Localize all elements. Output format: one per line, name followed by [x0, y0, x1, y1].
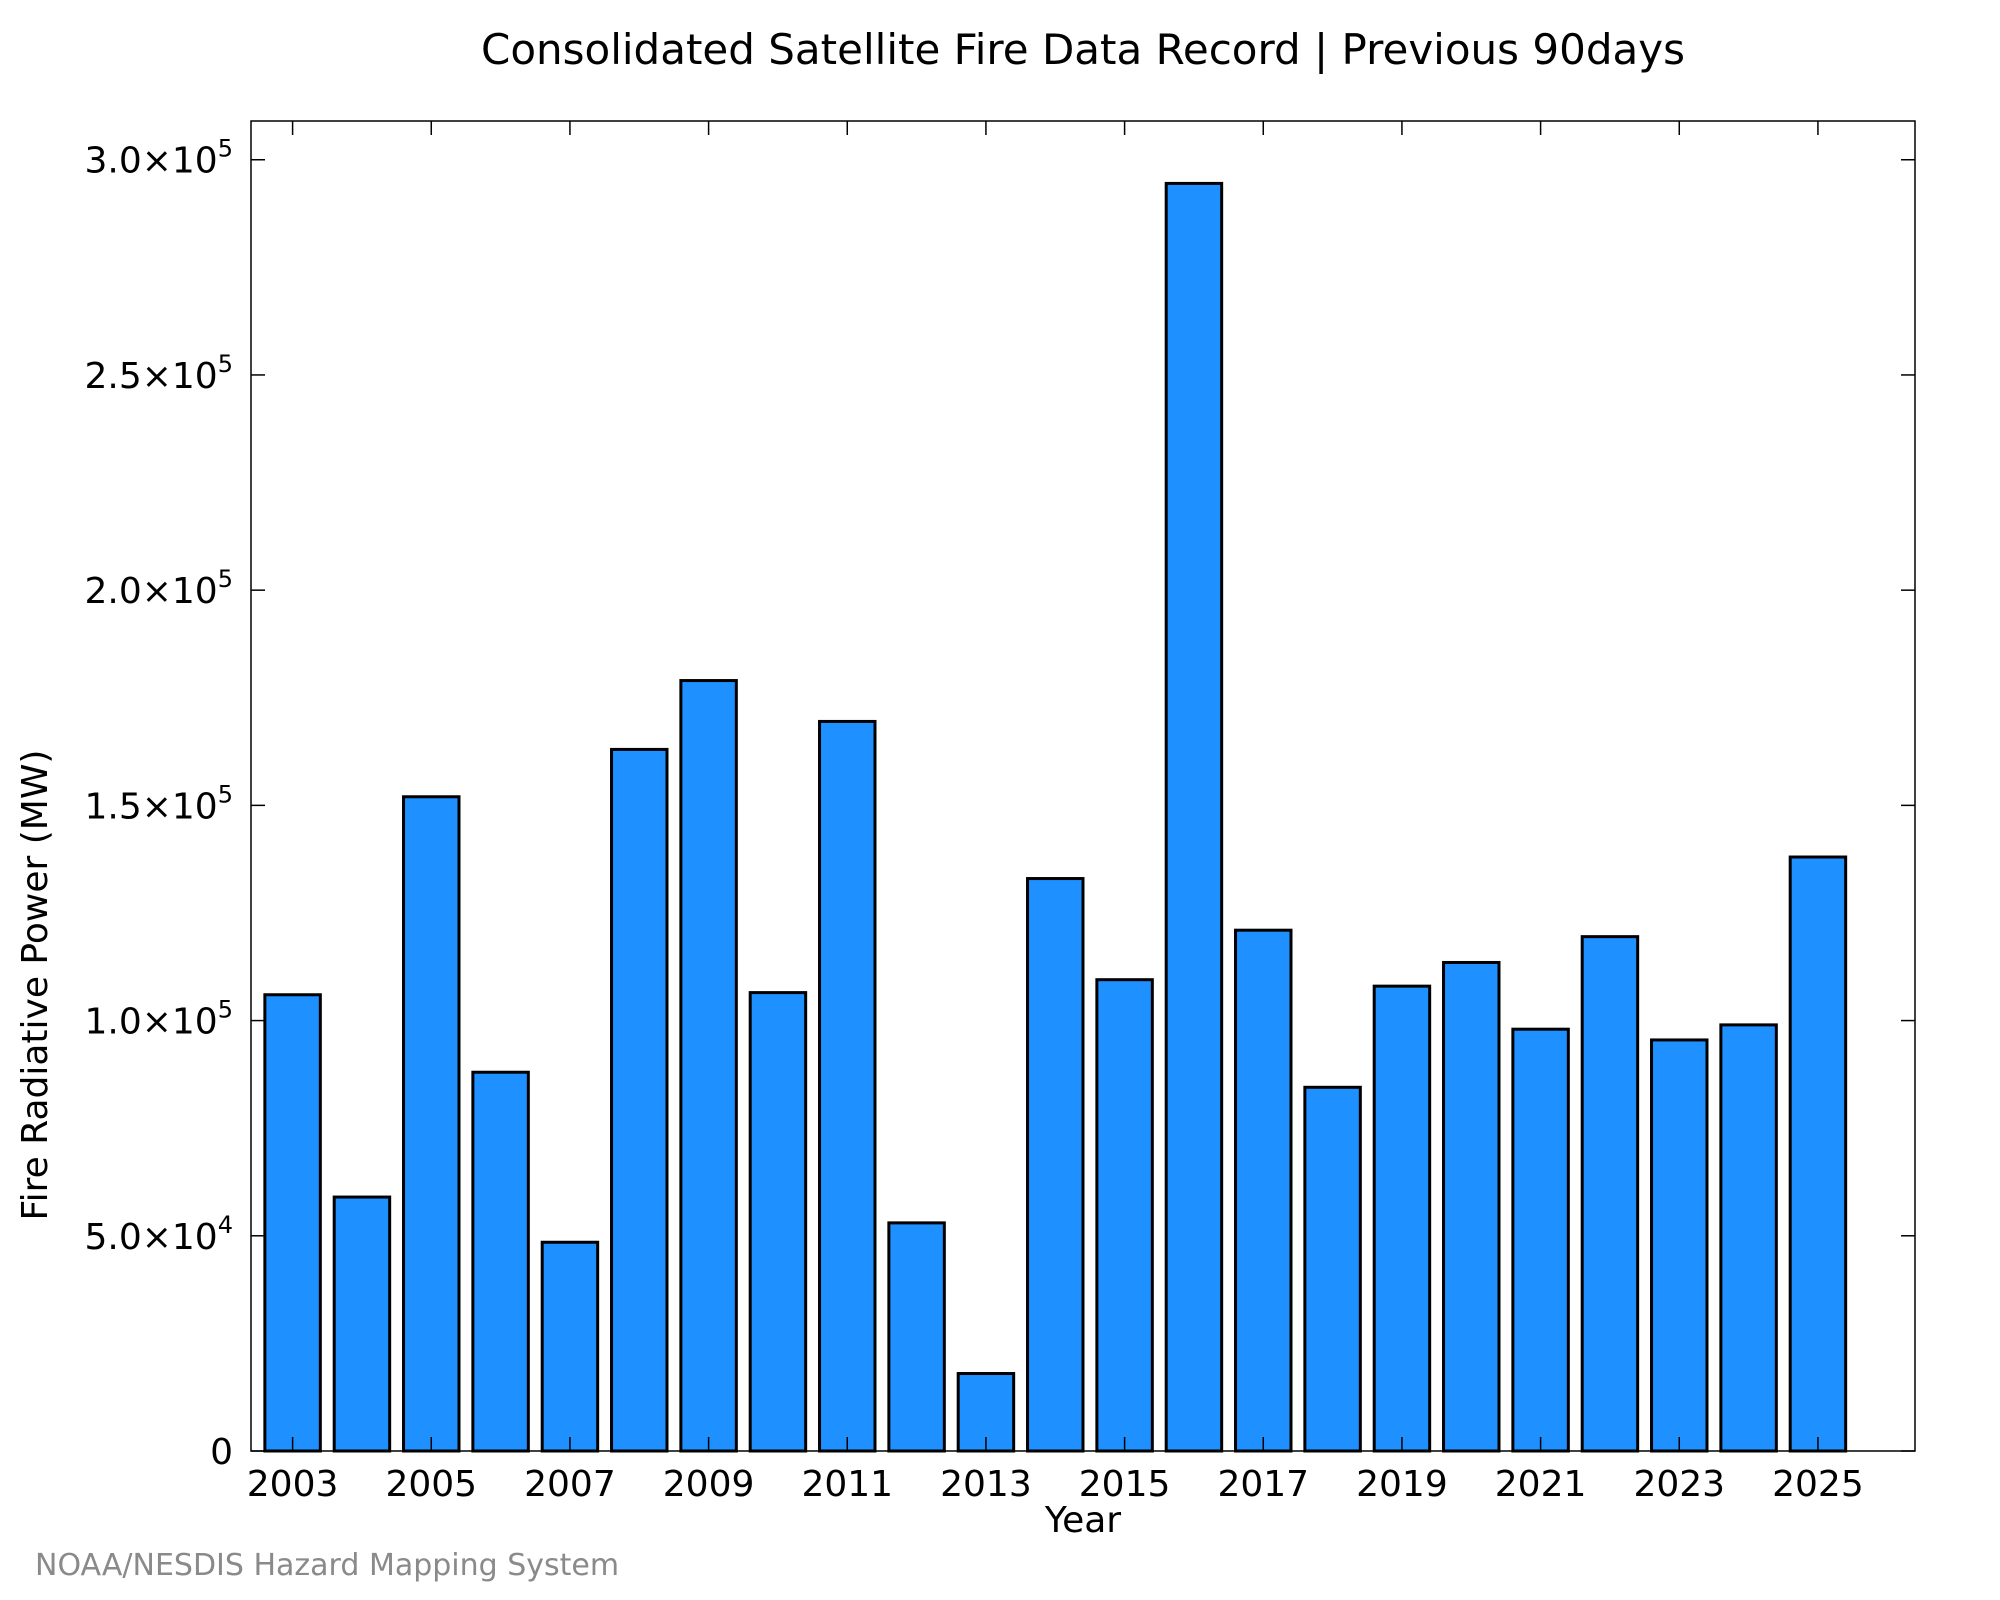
y-tick-mantissa: 3.0×10: [84, 141, 217, 182]
x-tick-label: 2021: [1495, 1464, 1587, 1505]
y-tick-mantissa: 1.5×10: [84, 786, 217, 827]
y-tick-mantissa: 1.0×10: [84, 1002, 217, 1043]
bar-2019: [1372, 984, 1432, 1453]
bar-2004: [332, 1195, 392, 1453]
y-tick-exponent: 5: [218, 780, 233, 808]
x-tick-label: 2023: [1633, 1464, 1725, 1505]
bar-2011: [818, 719, 877, 1453]
y-tick-label: 1.5×105: [84, 780, 233, 827]
x-tick-label: 2019: [1356, 1464, 1448, 1505]
x-axis-label: Year: [1044, 1500, 1121, 1541]
x-tick-label: 2013: [940, 1464, 1032, 1505]
x-tick-label: 2025: [1772, 1464, 1864, 1505]
bar-2010: [748, 991, 808, 1453]
bar-2003: [263, 993, 322, 1453]
bar-2021: [1511, 1027, 1570, 1453]
bar-2008: [610, 747, 669, 1453]
y-tick-label: 0: [210, 1432, 233, 1473]
y-tick-exponent: 5: [218, 996, 233, 1024]
chart-title: Consolidated Satellite Fire Data Record …: [481, 25, 1685, 74]
bar-2007: [540, 1240, 600, 1453]
y-tick-mantissa: 2.5×10: [84, 356, 217, 397]
x-tick-label: 2015: [1079, 1464, 1171, 1505]
y-tick-label: 2.0×105: [84, 565, 233, 612]
bar-2014: [1026, 877, 1085, 1453]
bar-2023: [1650, 1038, 1709, 1453]
bar-2020: [1442, 960, 1501, 1453]
bar-2022: [1580, 935, 1640, 1453]
y-tick-label: 3.0×105: [84, 135, 233, 182]
x-tick-label: 2007: [524, 1464, 616, 1505]
bar-2016: [1164, 181, 1224, 1453]
bar-2025: [1788, 855, 1848, 1453]
bar-2018: [1303, 1085, 1362, 1453]
x-tick-label: 2009: [663, 1464, 755, 1505]
bar-2017: [1234, 928, 1293, 1453]
y-tick-exponent: 5: [218, 350, 233, 378]
bar-2015: [1095, 978, 1154, 1453]
bars-layer: [263, 181, 1848, 1453]
source-credit: NOAA/NESDIS Hazard Mapping System: [35, 1548, 619, 1583]
y-axis-label: Fire Radiative Power (MW): [15, 750, 56, 1221]
x-tick-label: 2003: [247, 1464, 339, 1505]
y-tick-mantissa: 0: [210, 1432, 233, 1473]
bar-2009: [679, 679, 738, 1453]
x-tick-label: 2005: [385, 1464, 477, 1505]
y-tick-exponent: 4: [218, 1211, 233, 1239]
bar-2005: [402, 795, 461, 1453]
bar-2024: [1719, 1023, 1778, 1453]
bar-2006: [471, 1070, 530, 1453]
y-tick-label: 2.5×105: [84, 350, 233, 397]
y-tick-mantissa: 2.0×10: [84, 571, 217, 612]
x-tick-label: 2017: [1217, 1464, 1309, 1505]
x-tick-label: 2011: [801, 1464, 893, 1505]
y-tick-label: 5.0×104: [84, 1211, 233, 1258]
y-tick-mantissa: 5.0×10: [84, 1217, 217, 1258]
ticks-layer: 2003 2005 2007 2009 2011 2013 2015 2017 2019 2021…: [84, 121, 1915, 1505]
y-tick-exponent: 5: [218, 565, 233, 593]
y-tick-exponent: 5: [218, 135, 233, 163]
y-tick-label: 1.0×105: [84, 996, 233, 1043]
plot-frame: [250, 120, 1916, 1452]
bar-2012: [887, 1221, 946, 1453]
